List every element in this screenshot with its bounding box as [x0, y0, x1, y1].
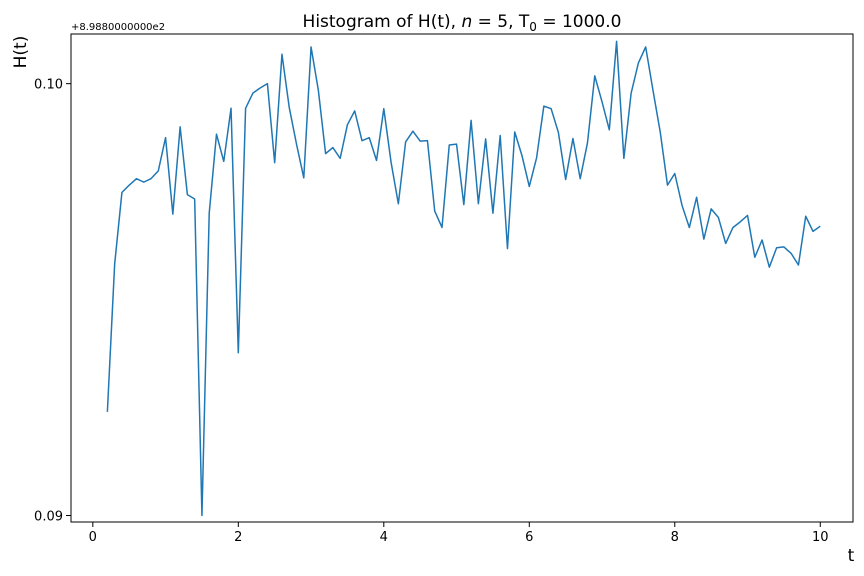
x-tick-label: 6: [525, 530, 533, 545]
chart-title: Histogram of H(t), n = 5, T0 = 1000.0: [303, 12, 622, 34]
plot-frame: [70, 33, 854, 523]
chart-title-italic: n: [461, 12, 472, 32]
x-tick-label: 4: [380, 530, 388, 545]
chart-title-post: = 1000.0: [537, 12, 622, 32]
x-tick-label: 8: [671, 530, 679, 545]
x-tick-label: 2: [234, 530, 242, 545]
y-axis-label: H(t): [11, 36, 31, 69]
chart-title-pre: Histogram of H(t),: [303, 12, 462, 32]
plot-series: [106, 40, 821, 517]
y-tick-label: 0.10: [34, 78, 63, 93]
chart-title-sub: 0: [529, 20, 537, 34]
x-tick-label: 10: [812, 530, 829, 545]
y-ticks: 0.09 0.10: [34, 78, 71, 525]
y-offset-text: +8.9880000000e2: [71, 22, 165, 33]
x-tick-label: 0: [89, 530, 97, 545]
x-axis-label: t: [848, 546, 855, 566]
chart-title-mid: = 5, T: [472, 12, 530, 32]
x-ticks: 0 2 4 6 8 10: [89, 522, 829, 545]
series-line: [106, 40, 821, 517]
y-tick-label: 0.09: [34, 510, 63, 525]
